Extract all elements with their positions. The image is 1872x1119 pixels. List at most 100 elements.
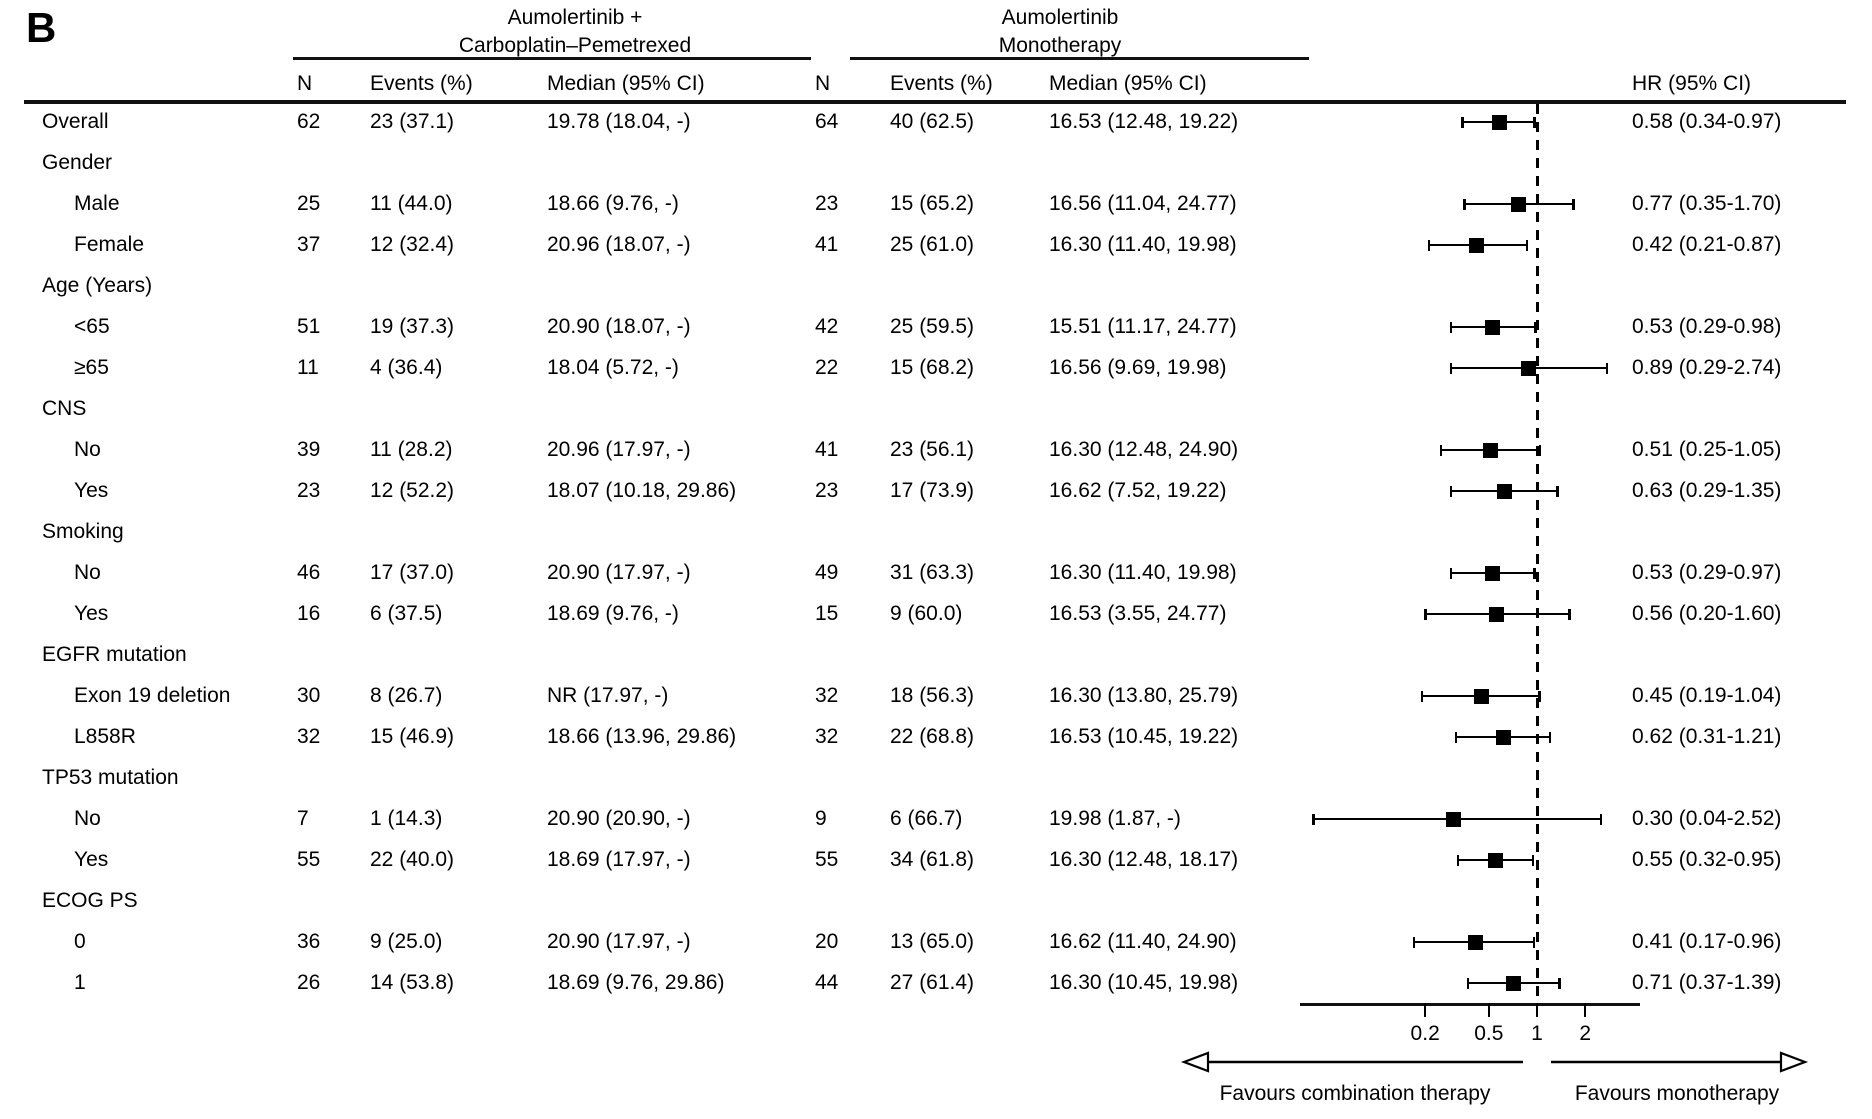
ci-cap-high [1548, 731, 1552, 743]
col-header-mono-events: Events (%) [890, 72, 993, 95]
mono-n-value: 55 [815, 848, 839, 871]
row-label: No [74, 438, 101, 461]
hr-ci-value: 0.51 (0.25-1.05) [1632, 438, 1782, 461]
mono-events-value: 17 (73.9) [890, 479, 975, 502]
ci-cap-high [1534, 321, 1537, 333]
hr-point-marker [1445, 811, 1461, 827]
ci-cap-low [1454, 731, 1458, 743]
combo-events-value: 17 (37.0) [370, 561, 455, 584]
mono-median-value: 16.56 (11.04, 24.77) [1049, 192, 1237, 215]
mono-median-value: 16.62 (11.40, 24.90) [1049, 930, 1237, 953]
combo-n-value: 11 [297, 356, 319, 379]
mono-n-value: 22 [815, 356, 839, 379]
mono-median-value: 16.53 (3.55, 24.77) [1049, 602, 1227, 625]
hr-ci-value: 0.62 (0.31-1.21) [1632, 725, 1782, 748]
combo-median-value: 20.96 (17.97, -) [547, 438, 691, 461]
mono-events-value: 25 (61.0) [890, 233, 975, 256]
combo-median-value: 20.90 (17.97, -) [547, 930, 691, 953]
mono-events-value: 9 (60.0) [890, 602, 963, 625]
right-arrow [1551, 1051, 1809, 1073]
left-arrow [1180, 1051, 1523, 1073]
col-header-hr: HR (95% CI) [1632, 72, 1752, 95]
hr-point-marker [1489, 606, 1505, 622]
mono-median-value: 16.30 (10.45, 19.98) [1049, 971, 1239, 994]
ci-cap-low [1412, 936, 1416, 948]
hr-ci-value: 0.56 (0.20-1.60) [1632, 602, 1782, 625]
hr-ci-value: 0.30 (0.04-2.52) [1632, 807, 1782, 830]
subgroup-header: TP53 mutation [42, 766, 179, 789]
combo-median-value: 18.66 (13.96, 29.86) [547, 725, 737, 748]
combo-n-value: 37 [297, 233, 321, 256]
combo-n-value: 32 [297, 725, 321, 748]
ci-cap-high [1531, 854, 1535, 866]
mono-events-value: 18 (56.3) [890, 684, 975, 707]
combo-n-value: 7 [297, 807, 309, 830]
axis-tick [1487, 1003, 1491, 1017]
hr-ci-value: 0.89 (0.29-2.74) [1632, 356, 1782, 379]
favours-combination-label: Favours combination therapy [1219, 1082, 1491, 1105]
combo-median-value: 19.78 (18.04, -) [547, 110, 691, 133]
combo-median-value: 20.90 (20.90, -) [547, 807, 691, 830]
combo-n-value: 30 [297, 684, 321, 707]
hr-ci-value: 0.71 (0.37-1.39) [1632, 971, 1782, 994]
axis-tick-label: 1 [1531, 1022, 1543, 1045]
ci-cap-high [1538, 690, 1541, 702]
ci-cap-low [1424, 608, 1427, 620]
hr-point-marker [1491, 114, 1507, 130]
combo-median-value: 18.69 (17.97, -) [547, 848, 691, 871]
mono-median-value: 19.98 (1.87, -) [1049, 807, 1181, 830]
combo-median-value: 18.07 (10.18, 29.86) [547, 479, 737, 502]
arm-header-combination: Aumolertinib + Carboplatin–Pemetrexed [459, 4, 691, 60]
ci-cap-low [1463, 198, 1466, 210]
mono-events-value: 6 (66.7) [890, 807, 963, 830]
favours-monotherapy-label: Favours monotherapy [1574, 1082, 1780, 1105]
x-axis-line [1300, 1003, 1640, 1006]
hr-point-marker [1496, 729, 1512, 745]
ci-cap-low [1449, 321, 1453, 333]
row-label: L858R [74, 725, 136, 748]
mono-n-value: 41 [815, 438, 839, 461]
combo-median-value: NR (17.97, -) [547, 684, 669, 707]
hr-point-marker [1469, 237, 1485, 253]
hr-ci-value: 0.53 (0.29-0.98) [1632, 315, 1782, 338]
hr-ci-value: 0.55 (0.32-0.95) [1632, 848, 1782, 871]
favours-arrows [1180, 1051, 1809, 1073]
subgroup-header: Gender [42, 151, 113, 174]
ci-cap-high [1525, 239, 1529, 251]
ci-cap-high [1572, 198, 1575, 210]
row-label: No [74, 561, 101, 584]
combo-n-value: 55 [297, 848, 321, 871]
subgroup-header: ECOG PS [42, 889, 138, 912]
combo-median-value: 18.66 (9.76, -) [547, 192, 679, 215]
col-header-mono-n: N [815, 72, 831, 95]
mono-n-value: 42 [815, 315, 839, 338]
combo-n-value: 62 [297, 110, 321, 133]
row-label: Yes [74, 479, 109, 502]
arm-combination-line2: Carboplatin–Pemetrexed [458, 34, 692, 57]
ci-cap-low [1449, 485, 1453, 497]
col-header-mono-median: Median (95% CI) [1049, 72, 1207, 95]
col-header-combo-events: Events (%) [370, 72, 473, 95]
mono-n-value: 20 [815, 930, 839, 953]
panel-label: B [26, 4, 57, 51]
col-header-combo-n: N [297, 72, 313, 95]
subgroup-header: CNS [42, 397, 87, 420]
row-label: Female [74, 233, 145, 256]
arm-monotherapy-line1: Aumolertinib [1001, 6, 1119, 29]
mono-n-value: 41 [815, 233, 839, 256]
header-divider-rule [24, 100, 1846, 104]
row-label: Overall [42, 110, 109, 133]
hr-ci-value: 0.63 (0.29-1.35) [1632, 479, 1782, 502]
mono-n-value: 49 [815, 561, 839, 584]
mono-n-value: 23 [815, 192, 839, 215]
combo-n-value: 26 [297, 971, 321, 994]
combo-events-value: 11 (44.0) [370, 192, 453, 215]
subgroup-header: Smoking [42, 520, 124, 543]
ci-cap-high [1599, 813, 1603, 825]
combo-median-value: 18.04 (5.72, -) [547, 356, 679, 379]
hr-point-marker [1487, 852, 1503, 868]
mono-n-value: 64 [815, 110, 839, 133]
row-label: Yes [74, 602, 109, 625]
mono-events-value: 34 (61.8) [890, 848, 975, 871]
